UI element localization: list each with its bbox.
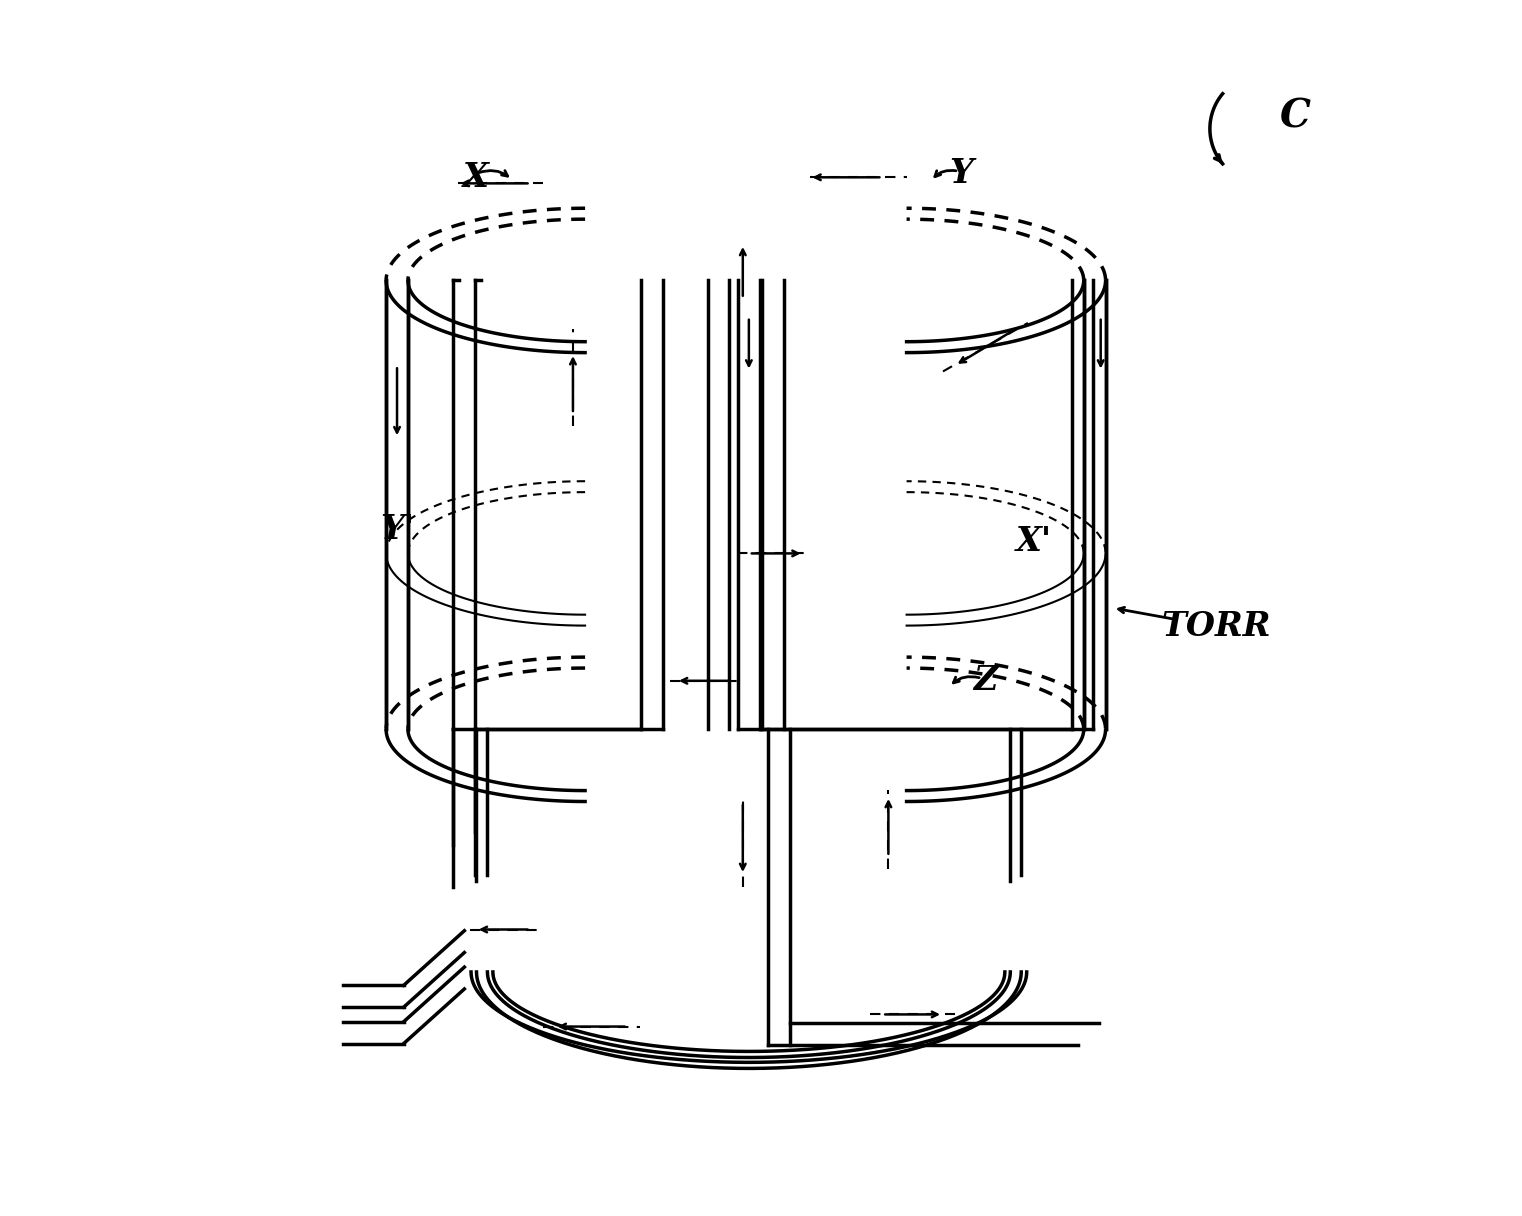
Text: Y: Y — [950, 157, 973, 190]
Text: X': X' — [1015, 525, 1052, 558]
Text: Z: Z — [973, 664, 997, 697]
Text: TORR: TORR — [1161, 609, 1271, 643]
Text: Y': Y' — [380, 513, 414, 546]
Text: C: C — [1280, 97, 1310, 136]
Text: X: X — [463, 161, 489, 193]
